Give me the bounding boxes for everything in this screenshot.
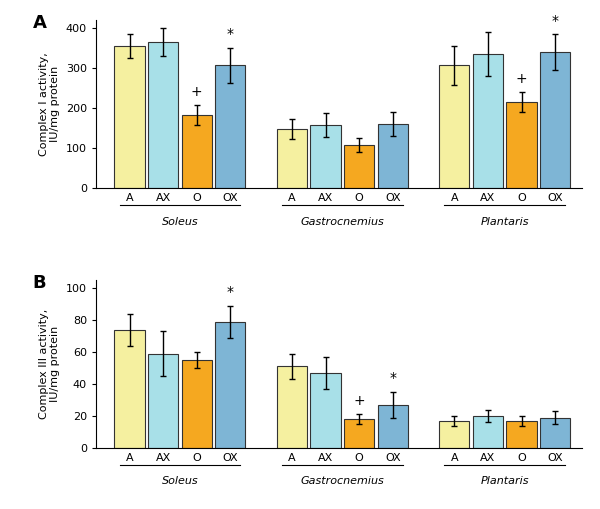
Text: *: * [551,14,559,27]
Text: Gastrocnemius: Gastrocnemius [301,476,384,487]
Y-axis label: Complex III activity,
IU/mg protein: Complex III activity, IU/mg protein [39,309,61,419]
Bar [310,125,341,188]
Bar [377,124,408,188]
Bar [473,416,503,448]
Text: Plantaris: Plantaris [481,476,529,487]
Text: +: + [353,393,365,408]
Text: Soleus: Soleus [161,476,198,487]
Bar [506,421,536,448]
Text: +: + [516,71,527,86]
Bar [310,373,341,448]
Bar [473,54,503,188]
Bar [115,46,145,188]
Bar [439,66,469,188]
Bar [439,421,469,448]
Bar [115,330,145,448]
Bar [540,52,570,188]
Bar [277,366,307,448]
Bar [344,145,374,188]
Text: Plantaris: Plantaris [481,216,529,227]
Text: *: * [227,285,234,299]
Bar [182,116,212,188]
Text: B: B [33,273,46,292]
Y-axis label: Complex I activity,
IU/mg protein: Complex I activity, IU/mg protein [38,52,60,156]
Text: +: + [191,84,203,99]
Bar [148,354,178,448]
Bar [148,42,178,188]
Bar [377,405,408,448]
Text: A: A [33,14,47,32]
Bar [277,129,307,188]
Bar [215,66,245,188]
Bar [215,322,245,448]
Bar [344,419,374,448]
Text: Soleus: Soleus [161,216,198,227]
Bar [540,417,570,448]
Text: *: * [227,27,234,41]
Bar [182,360,212,448]
Text: *: * [389,372,396,385]
Text: Gastrocnemius: Gastrocnemius [301,216,384,227]
Bar [506,102,536,188]
